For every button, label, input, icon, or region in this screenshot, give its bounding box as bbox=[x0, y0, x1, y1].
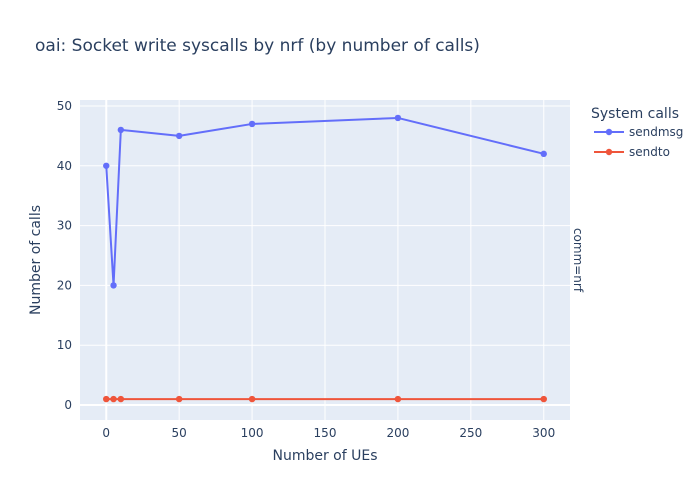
x-tick-label: 150 bbox=[314, 426, 337, 440]
y-tick-label: 50 bbox=[57, 99, 72, 113]
y-tick-label: 40 bbox=[57, 159, 72, 173]
legend-items: sendmsg sendto bbox=[594, 125, 683, 159]
legend-label: sendmsg bbox=[629, 125, 683, 139]
data-point-sendmsg[interactable] bbox=[103, 162, 110, 169]
data-point-sendmsg[interactable] bbox=[110, 282, 117, 289]
data-point-sendmsg[interactable] bbox=[175, 132, 183, 140]
data-point-sendto[interactable] bbox=[394, 395, 402, 403]
legend-title: System calls bbox=[591, 106, 679, 122]
data-point-sendmsg[interactable] bbox=[540, 150, 547, 158]
series-sendto bbox=[103, 395, 547, 403]
y-tick-label: 30 bbox=[57, 219, 72, 233]
grid-lines bbox=[80, 100, 570, 420]
x-tick-label: 100 bbox=[241, 426, 264, 440]
legend-label: sendto bbox=[629, 145, 670, 159]
series-layer bbox=[103, 114, 547, 403]
legend: System calls sendmsg sendto bbox=[591, 106, 683, 159]
y-tick-label: 0 bbox=[64, 398, 72, 412]
data-point-sendto[interactable] bbox=[175, 395, 183, 403]
x-tick-label: 50 bbox=[172, 426, 187, 440]
data-point-sendto[interactable] bbox=[103, 395, 110, 403]
y-tick-label: 10 bbox=[57, 338, 72, 352]
y-axis-ticks: 0 10 20 30 40 50 bbox=[57, 99, 72, 412]
x-tick-label: 0 bbox=[102, 426, 110, 440]
data-point-sendmsg[interactable] bbox=[248, 120, 256, 128]
y-axis-label: Number of calls bbox=[28, 205, 44, 315]
data-point-sendto[interactable] bbox=[248, 395, 256, 403]
x-axis-label: Number of UEs bbox=[272, 448, 377, 464]
facet-label: comm=nrf bbox=[571, 228, 585, 293]
series-sendmsg bbox=[103, 114, 547, 289]
legend-swatch-marker bbox=[605, 148, 613, 156]
data-point-sendmsg[interactable] bbox=[117, 126, 125, 134]
legend-swatch-marker bbox=[605, 128, 613, 136]
y-tick-label: 20 bbox=[57, 278, 72, 292]
x-tick-label: 250 bbox=[459, 426, 482, 440]
x-tick-label: 300 bbox=[532, 426, 555, 440]
x-tick-label: 200 bbox=[386, 426, 409, 440]
legend-item-sendmsg[interactable]: sendmsg bbox=[594, 125, 683, 139]
data-point-sendto[interactable] bbox=[110, 395, 117, 403]
data-point-sendto[interactable] bbox=[540, 395, 547, 403]
legend-item-sendto[interactable]: sendto bbox=[594, 145, 670, 159]
data-point-sendto[interactable] bbox=[117, 395, 125, 403]
data-point-sendmsg[interactable] bbox=[394, 114, 402, 122]
chart-title: oai: Socket write syscalls by nrf (by nu… bbox=[35, 36, 480, 56]
x-axis-ticks: 0 50 100 150 200 250 300 bbox=[102, 426, 555, 440]
